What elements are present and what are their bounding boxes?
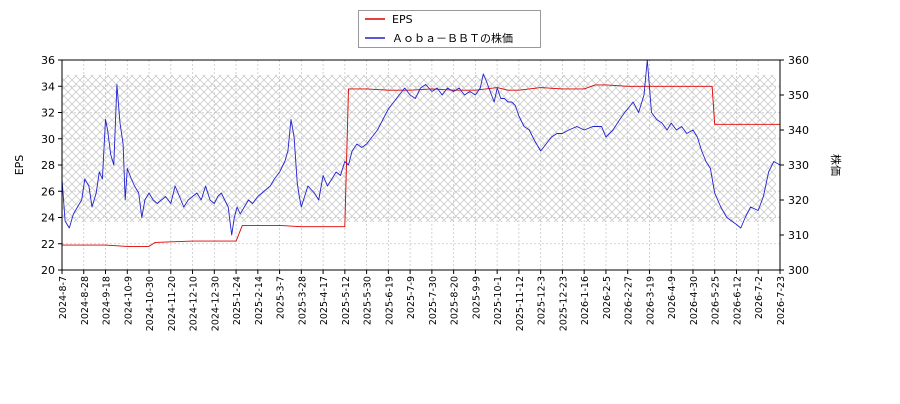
x-tick-label: 2024-11-20 — [167, 276, 178, 331]
left-tick-label: 36 — [41, 54, 55, 67]
x-tick-label: 2024-12-30 — [210, 276, 221, 331]
x-tick-label: 2026-2-5 — [602, 276, 613, 319]
x-tick-label: 2026-3-19 — [645, 276, 656, 325]
x-tick-label: 2025-1-24 — [232, 276, 243, 325]
right-tick-label: 320 — [788, 194, 809, 207]
right-tick-label: 340 — [788, 124, 809, 137]
x-tick-label: 2026-7-2 — [754, 276, 765, 319]
x-tick-label: 2026-1-16 — [580, 276, 591, 325]
right-axis-title: 株価 — [829, 154, 843, 176]
series-line — [62, 84, 780, 247]
legend-label: EPS — [392, 13, 413, 26]
x-tick-label: 2025-6-19 — [384, 276, 395, 325]
right-tick-label: 300 — [788, 264, 809, 277]
x-tick-label: 2026-4-30 — [689, 276, 700, 325]
x-tick-label: 2026-7-23 — [776, 276, 787, 325]
series-line — [61, 59, 781, 236]
x-tick-label: 2024-8-7 — [58, 276, 69, 319]
x-tick-label: 2024-10-9 — [123, 276, 134, 325]
x-tick-label: 2025-12-23 — [558, 276, 569, 331]
x-tick-label: 2025-7-9 — [406, 276, 417, 319]
x-tick-label: 2025-11-12 — [515, 276, 526, 331]
left-tick-label: 20 — [41, 264, 55, 277]
x-tick-label: 2026-2-27 — [624, 276, 635, 325]
x-tick-label: 2025-3-28 — [297, 276, 308, 325]
x-tick-label: 2025-4-17 — [319, 276, 330, 325]
left-tick-label: 34 — [41, 80, 55, 93]
left-tick-label: 22 — [41, 238, 55, 251]
left-tick-label: 24 — [41, 212, 55, 225]
x-tick-label: 2025-7-30 — [428, 276, 439, 325]
x-tick-label: 2024-8-28 — [80, 276, 91, 325]
right-tick-label: 350 — [788, 89, 809, 102]
x-tick-label: 2025-5-30 — [363, 276, 374, 325]
legend-label: Ａｏｂａ－ＢＢＴの株価 — [392, 31, 513, 45]
x-tick-label: 2024-10-30 — [145, 276, 156, 331]
left-tick-label: 30 — [41, 133, 55, 146]
x-tick-label: 2025-12-3 — [537, 276, 548, 325]
x-tick-label: 2025-9-9 — [471, 276, 482, 319]
left-axis-title: EPS — [13, 155, 26, 176]
x-tick-label: 2026-4-9 — [667, 276, 678, 319]
x-tick-label: 2025-8-20 — [450, 276, 461, 325]
left-tick-label: 28 — [41, 159, 55, 172]
x-tick-label: 2025-10-1 — [493, 276, 504, 325]
x-tick-label: 2025-5-12 — [341, 276, 352, 325]
left-tick-label: 32 — [41, 107, 55, 120]
hatched-band — [62, 75, 776, 222]
x-tick-label: 2024-12-10 — [189, 276, 200, 331]
x-tick-label: 2024-9-18 — [102, 276, 113, 325]
x-tick-label: 2026-6-12 — [732, 276, 743, 325]
right-tick-label: 310 — [788, 229, 809, 242]
x-tick-label: 2026-5-25 — [711, 276, 722, 325]
x-tick-label: 2025-3-7 — [276, 276, 287, 319]
right-tick-label: 360 — [788, 54, 809, 67]
right-tick-label: 330 — [788, 159, 809, 172]
legend-box — [358, 10, 541, 48]
x-tick-label: 2025-2-14 — [254, 276, 265, 325]
left-tick-label: 26 — [41, 185, 55, 198]
